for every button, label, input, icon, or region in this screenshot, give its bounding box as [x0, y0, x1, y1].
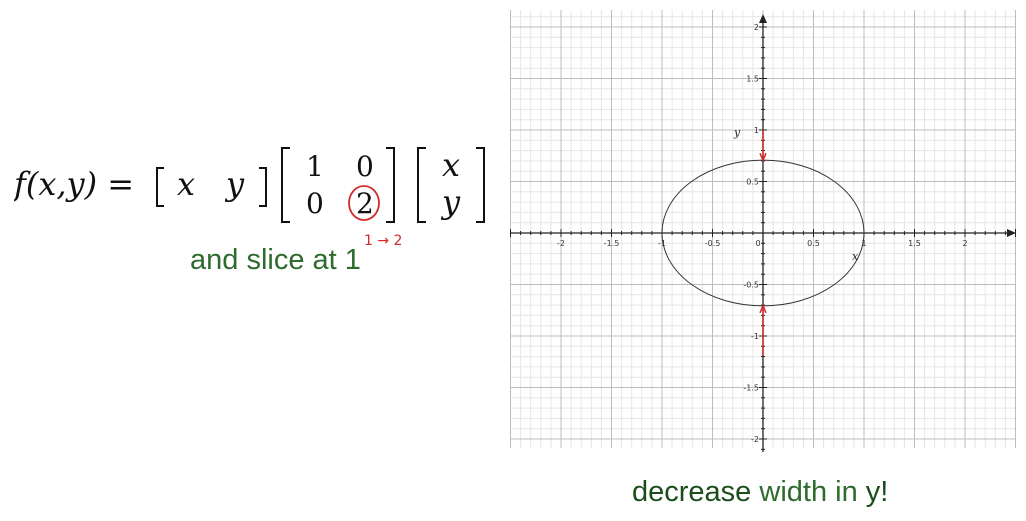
x-tick-label: -2: [557, 239, 565, 248]
matrix-right-bracket: [386, 147, 395, 223]
caption-part2: width in: [751, 476, 866, 508]
y-tick-label: 0.5: [746, 178, 759, 187]
caption-part3: y!: [865, 476, 889, 508]
x-tick-label: 1.5: [908, 239, 921, 248]
matrix-cell-11: 1: [306, 150, 324, 183]
red-arrows: [759, 130, 767, 356]
column-vector-x: x: [442, 146, 460, 184]
y-axis-label: y: [733, 126, 741, 139]
tick-labels: -2 -1.5 -1 -0.5 0 0.5 1 1.5 2 2 1.5 1 0.5 -0.5 -1 -1.5 -…: [557, 23, 968, 444]
x-tick-label: 2: [962, 239, 967, 248]
caption: decrease width in y!: [632, 476, 888, 509]
y-tick-label: -1: [751, 332, 759, 341]
y-axis-arrowhead: [759, 14, 767, 23]
column-vector-right-bracket: [476, 147, 485, 223]
formula-lhs: f(x,y) =: [14, 165, 134, 203]
column-vector-left-bracket: [417, 147, 426, 223]
matrix-cell-22: 2: [356, 187, 374, 220]
slice-text: and slice at 1: [190, 244, 361, 276]
row-vector-right-bracket: [259, 167, 267, 207]
axes: [510, 14, 1016, 452]
y-tick-label: 1: [754, 126, 759, 135]
x-tick-label: -1: [658, 239, 666, 248]
matrix-left-bracket: [281, 147, 290, 223]
red-circle-annotation: [348, 185, 380, 221]
x-tick-label: 0: [755, 239, 760, 248]
row-vector-x: x: [177, 165, 195, 203]
caption-part1: decrease: [632, 476, 752, 508]
y-tick-label: -2: [751, 435, 759, 444]
x-axis-label: x: [852, 250, 859, 263]
handwritten-annotation: 1 → 2: [364, 233, 402, 249]
matrix-formula: f(x,y) = x y 1 0 0 2 x y: [14, 146, 485, 223]
y-tick-label: -1.5: [743, 384, 759, 393]
arrow-up-head: [759, 303, 767, 314]
row-vector-y: y: [224, 165, 245, 203]
x-tick-label: 0.5: [807, 239, 820, 248]
column-vector-y: y: [440, 183, 461, 221]
arrow-down-head: [759, 152, 767, 163]
x-tick-label: 1: [861, 239, 866, 248]
y-tick-label: -0.5: [743, 281, 759, 290]
y-tick-label: 2: [754, 23, 759, 32]
matrix-cell-21: 0: [306, 187, 324, 220]
ellipse-graph: -2 -1.5 -1 -0.5 0 0.5 1 1.5 2 2 1.5 1 0.5 -0.5 -1 -1.5 -…: [510, 10, 1016, 452]
x-axis-arrowhead: [1007, 229, 1016, 237]
matrix-cell-12: 0: [356, 150, 374, 183]
x-tick-label: -0.5: [705, 239, 721, 248]
x-tick-label: -1.5: [604, 239, 620, 248]
y-tick-label: 1.5: [746, 75, 759, 84]
row-vector-left-bracket: [156, 167, 164, 207]
annotation-text: 1 → 2: [364, 233, 402, 249]
